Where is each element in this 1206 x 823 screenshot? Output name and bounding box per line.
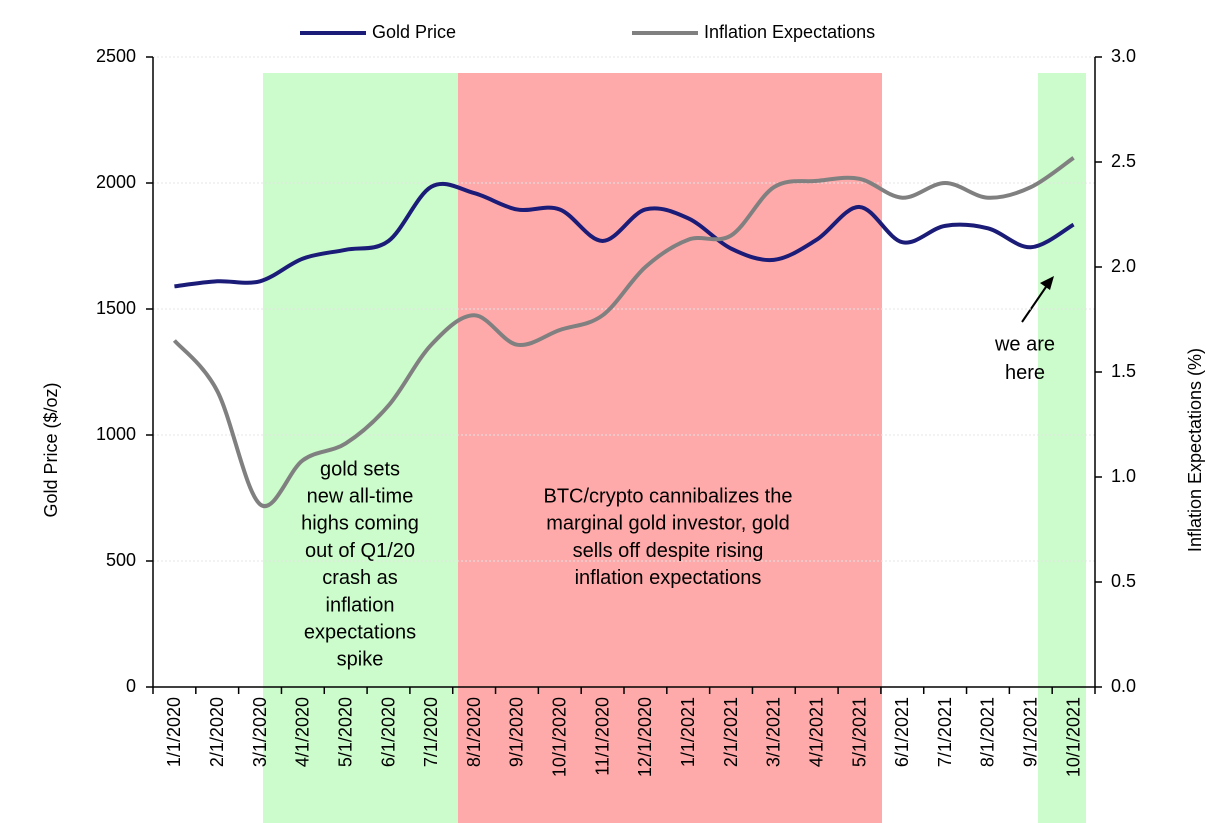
y2-axis-label: Inflation Expectations (%) — [1185, 348, 1205, 552]
highlight-red — [458, 73, 882, 823]
annotation: new all-time — [307, 485, 414, 507]
y2-tick-label: 2.0 — [1111, 256, 1136, 276]
y-tick-label: 2500 — [96, 46, 136, 66]
annotation: crash as — [322, 567, 398, 589]
highlight-green — [263, 73, 458, 823]
y2-tick-label: 3.0 — [1111, 46, 1136, 66]
legend-label: Inflation Expectations — [704, 22, 875, 42]
y-tick-label: 0 — [126, 676, 136, 696]
annotation: marginal gold investor, gold — [546, 513, 789, 535]
x-tick-label: 9/1/2020 — [507, 697, 527, 767]
y-tick-label: 1500 — [96, 298, 136, 318]
annotation: expectations — [304, 621, 416, 643]
annotation: sells off despite rising — [573, 540, 764, 562]
y-tick-label: 2000 — [96, 172, 136, 192]
arrow-head — [1040, 276, 1054, 290]
y-tick-label: 500 — [106, 550, 136, 570]
x-tick-label: 3/1/2020 — [250, 697, 270, 767]
x-tick-label: 5/1/2020 — [335, 697, 355, 767]
annotation: out of Q1/20 — [305, 540, 415, 562]
y-axis-label: Gold Price ($/oz) — [41, 382, 61, 517]
annotation: inflation — [326, 594, 395, 616]
x-tick-label: 4/1/2020 — [293, 697, 313, 767]
series-line — [174, 181, 1075, 289]
x-tick-label: 6/1/2020 — [378, 697, 398, 767]
x-tick-label: 7/1/2020 — [421, 697, 441, 767]
y2-tick-label: 2.5 — [1111, 151, 1136, 171]
y-tick-label: 1000 — [96, 424, 136, 444]
x-tick-label: 8/1/2021 — [978, 697, 998, 767]
highlight-green — [1038, 73, 1086, 823]
annotation: inflation expectations — [575, 567, 762, 589]
x-tick-label: 12/1/2020 — [635, 697, 655, 777]
x-tick-label: 3/1/2021 — [764, 697, 784, 767]
x-tick-label: 8/1/2020 — [464, 697, 484, 767]
arrow — [1021, 283, 1049, 323]
annotation: BTC/crypto cannibalizes the — [543, 485, 792, 507]
annotation: we are — [994, 333, 1055, 355]
x-tick-label: 1/1/2020 — [164, 697, 184, 767]
annotation: highs coming — [301, 513, 419, 535]
x-tick-label: 10/1/2021 — [1063, 697, 1083, 777]
x-tick-label: 7/1/2021 — [935, 697, 955, 767]
y2-tick-label: 0.0 — [1111, 676, 1136, 696]
annotation: spike — [337, 649, 384, 671]
x-tick-label: 1/1/2021 — [678, 697, 698, 767]
x-tick-label: 9/1/2021 — [1021, 697, 1041, 767]
x-tick-label: 11/1/2020 — [592, 697, 612, 776]
y2-tick-label: 1.0 — [1111, 466, 1136, 486]
plot — [172, 156, 1075, 509]
x-tick-label: 6/1/2021 — [892, 697, 912, 767]
x-tick-label: 4/1/2021 — [806, 697, 826, 767]
x-tick-label: 10/1/2020 — [550, 697, 570, 777]
y2-tick-label: 1.5 — [1111, 361, 1136, 381]
annotation: here — [1005, 362, 1045, 384]
legend-label: Gold Price — [372, 22, 456, 42]
x-tick-label: 2/1/2021 — [721, 697, 741, 767]
x-tick-label: 5/1/2021 — [849, 697, 869, 767]
x-tick-label: 2/1/2020 — [207, 697, 227, 767]
series-line — [172, 156, 1075, 509]
annotation: gold sets — [320, 458, 400, 480]
y2-tick-label: 0.5 — [1111, 571, 1136, 591]
